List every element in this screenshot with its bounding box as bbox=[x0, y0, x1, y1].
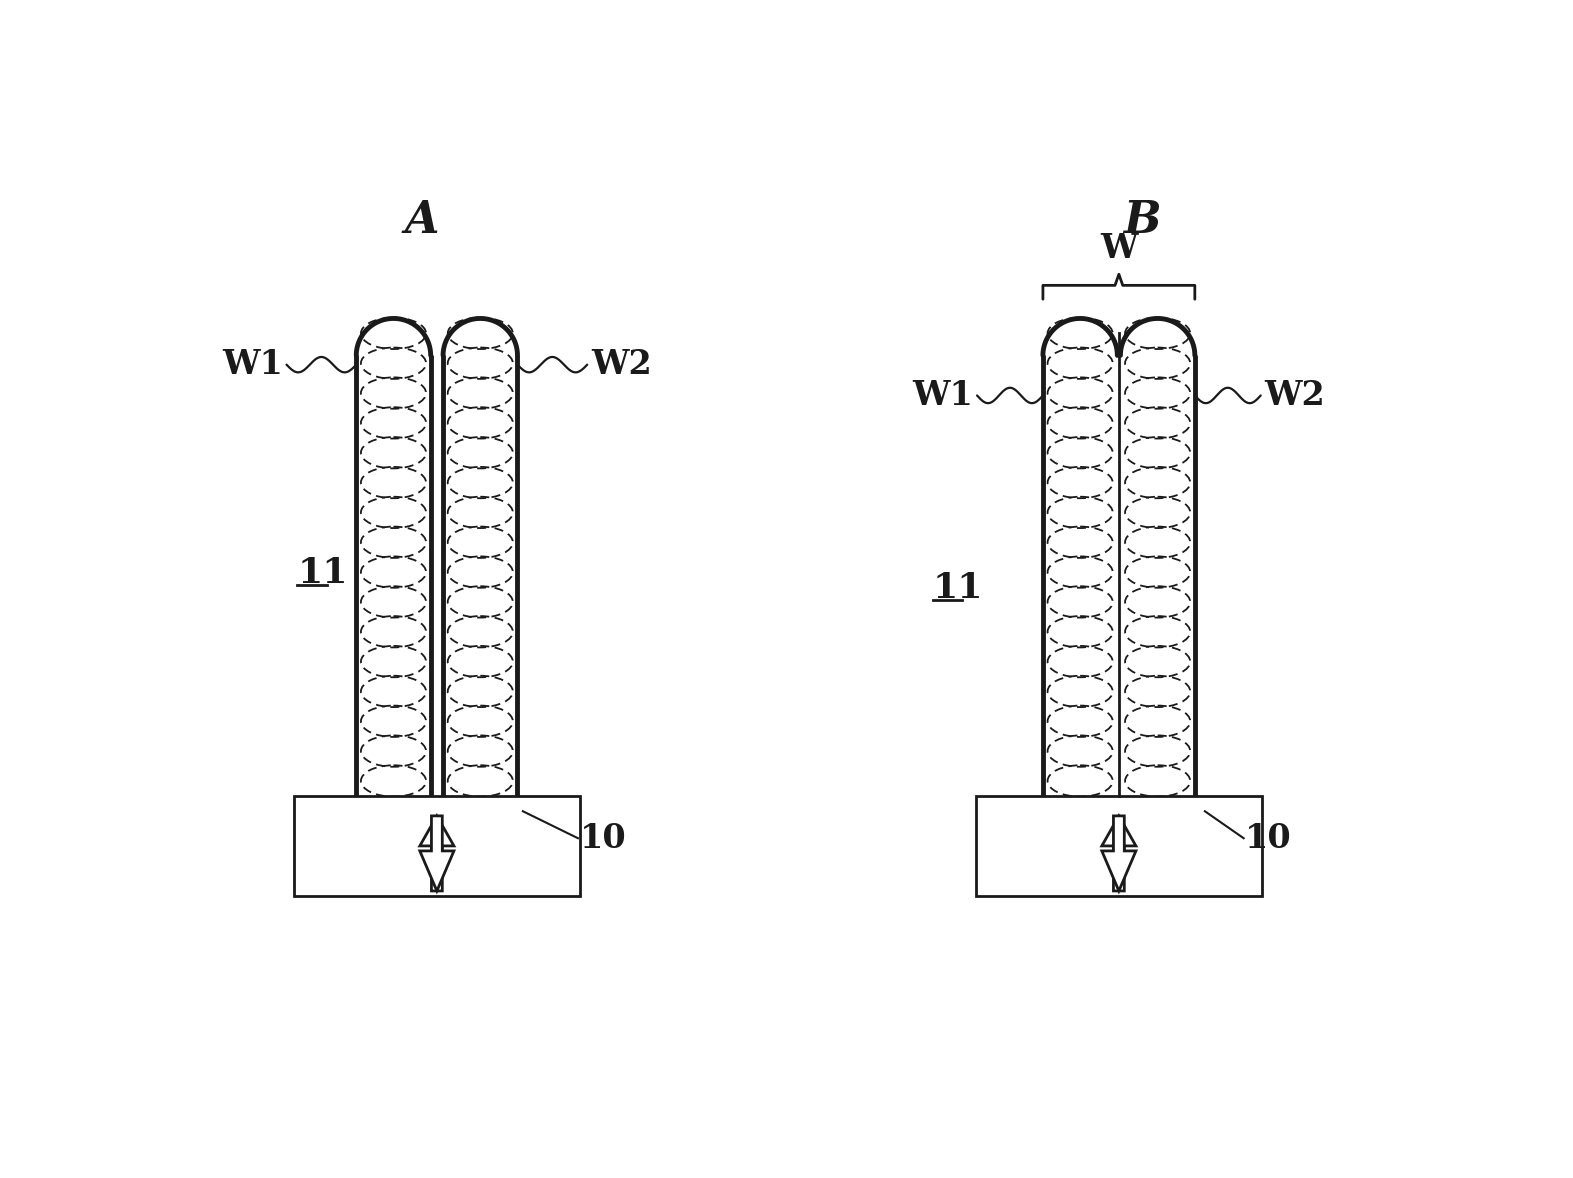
Text: A: A bbox=[404, 199, 439, 243]
Polygon shape bbox=[420, 816, 455, 891]
Text: W1: W1 bbox=[912, 379, 974, 412]
Text: W2: W2 bbox=[1265, 379, 1326, 412]
Text: W1: W1 bbox=[222, 349, 283, 382]
Text: 11: 11 bbox=[297, 556, 348, 589]
Text: W: W bbox=[1100, 232, 1137, 265]
Polygon shape bbox=[294, 796, 580, 896]
Polygon shape bbox=[420, 816, 455, 891]
Polygon shape bbox=[1101, 816, 1136, 891]
Polygon shape bbox=[975, 796, 1262, 896]
Text: 10: 10 bbox=[579, 822, 626, 855]
Text: 11: 11 bbox=[933, 571, 983, 605]
Text: 10: 10 bbox=[1246, 822, 1291, 855]
Text: B: B bbox=[1123, 199, 1161, 243]
Text: W2: W2 bbox=[591, 349, 651, 382]
Polygon shape bbox=[1101, 816, 1136, 891]
